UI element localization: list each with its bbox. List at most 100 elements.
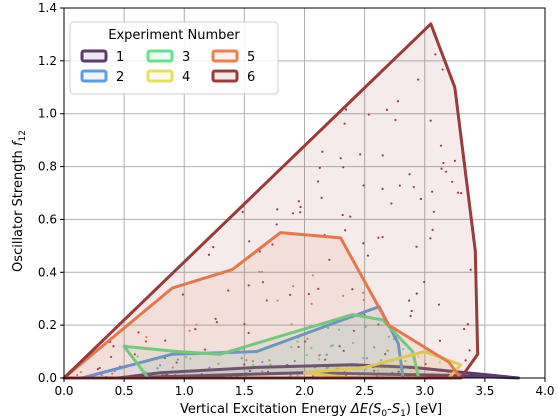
scatter-point — [318, 358, 321, 361]
x-tick-label: 0.0 — [54, 384, 73, 398]
scatter-point — [359, 153, 362, 156]
x-tick-label: 0.5 — [115, 384, 134, 398]
scatter-point — [243, 363, 246, 366]
scatter-point — [362, 184, 365, 187]
scatter-point — [245, 358, 248, 362]
scatter-point — [438, 339, 442, 342]
scatter-point — [318, 166, 321, 169]
legend-swatch — [211, 49, 239, 63]
scatter-point — [240, 357, 243, 360]
scatter-point — [398, 184, 401, 187]
scatter-point — [164, 339, 167, 342]
scatter-point — [381, 154, 384, 157]
scatter-point — [367, 113, 370, 116]
scatter-point — [373, 346, 376, 349]
hull-experiment-5 — [62, 231, 463, 380]
scatter-point — [293, 359, 296, 363]
scatter-point — [195, 323, 198, 326]
scatter-point — [311, 274, 314, 277]
scatter-point — [437, 303, 441, 306]
scatter-point — [137, 331, 140, 334]
scatter-point — [247, 331, 250, 335]
scatter-point — [362, 298, 365, 302]
y-tick-label: 0.0 — [38, 371, 57, 385]
legend-swatch — [80, 69, 108, 83]
scatter-point — [306, 337, 309, 340]
x-tick-label: 3.5 — [475, 384, 494, 398]
scatter-point — [337, 328, 340, 331]
scatter-point — [442, 161, 445, 165]
scatter-point — [362, 242, 365, 245]
scatter-point — [409, 314, 412, 318]
scatter-point — [260, 270, 263, 273]
y-tick-label: 0.4 — [38, 265, 57, 279]
scatter-point — [469, 268, 472, 271]
scatter-point — [345, 108, 348, 111]
scatter-point — [408, 299, 411, 302]
x-tick-label: 2.0 — [295, 384, 314, 398]
scatter-point — [258, 250, 261, 253]
plot-area: 0.0 0.5 1.0 1.5 2.0 2.5 3.0 3.5 4.0 0.0 0.2 0.4 0.6… — [38, 1, 555, 398]
scatter-point — [144, 340, 148, 343]
y-tick-label: 1.0 — [38, 107, 57, 121]
scatter-point — [252, 363, 255, 367]
convex-hulls — [62, 22, 520, 380]
scatter-point — [289, 374, 292, 377]
legend-swatch — [211, 69, 239, 83]
x-tick-label: 3.0 — [415, 384, 434, 398]
scatter-point — [381, 187, 384, 190]
scatter-point — [431, 228, 434, 231]
scatter-point — [376, 369, 380, 372]
scatter-point — [214, 317, 217, 320]
legend-items: 1 2 3 4 5 6 — [80, 49, 255, 85]
scatter-point — [410, 309, 413, 313]
scatter-point — [318, 354, 321, 357]
scatter-point — [463, 327, 466, 331]
scatter-point — [271, 243, 274, 246]
scatter-point — [372, 369, 376, 372]
x-tick-label: 4.0 — [535, 384, 554, 398]
scatter-point — [352, 329, 356, 332]
scatter-point — [464, 359, 467, 362]
scatter-point — [265, 299, 268, 302]
scatter-point — [307, 292, 311, 296]
scatter-point — [329, 344, 333, 348]
scatter-point — [276, 208, 279, 211]
legend-title: Experiment Number — [108, 28, 240, 43]
y-tick-label: 0.6 — [38, 212, 57, 226]
scatter-point — [316, 180, 320, 183]
scatter-point — [320, 196, 323, 199]
scatter-point — [349, 215, 352, 218]
scatter-point — [362, 291, 365, 294]
scatter-point — [432, 210, 436, 213]
scatter-point — [453, 159, 456, 162]
scatter-point — [417, 78, 420, 81]
scatter-point — [203, 348, 207, 351]
legend-label: 4 — [182, 70, 190, 85]
scatter-point — [227, 289, 230, 292]
scatter-point — [365, 357, 368, 360]
scatter-point — [98, 366, 101, 370]
scatter-point — [171, 366, 174, 369]
scatter-point — [429, 237, 432, 240]
scatter-point — [377, 323, 380, 326]
scatter-point — [291, 212, 295, 215]
scatter-point — [342, 166, 345, 169]
legend-box — [69, 21, 279, 95]
x-tick-label: 2.5 — [355, 384, 374, 398]
scatter-point — [456, 191, 460, 194]
scatter-point — [100, 374, 103, 377]
scatter-point — [188, 329, 191, 332]
scatter-point — [297, 345, 300, 349]
scatter-point — [296, 340, 299, 343]
scatter-point — [343, 122, 346, 125]
scatter-point — [290, 345, 293, 349]
scatter-point — [438, 361, 442, 364]
scatter-point — [96, 368, 99, 371]
scatter-point — [189, 357, 192, 360]
scatter-point — [328, 258, 331, 261]
x-tick-label: 1.5 — [235, 384, 254, 398]
legend-swatch — [146, 49, 174, 63]
scatter-point — [377, 236, 380, 239]
